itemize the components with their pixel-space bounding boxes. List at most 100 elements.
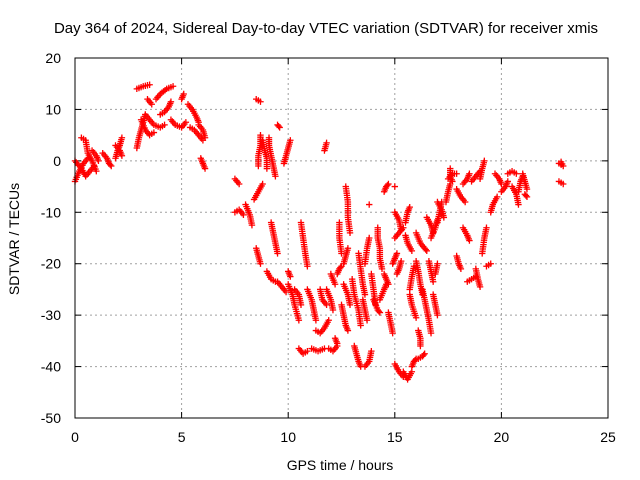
data-point [385, 281, 392, 288]
x-tick-label: 20 [494, 429, 510, 445]
data-point [337, 264, 344, 271]
data-point [272, 173, 279, 180]
data-point [366, 201, 373, 208]
x-tick-label: 5 [178, 429, 186, 445]
data-point [148, 101, 155, 108]
tick-labels: 0 5 10 15 20 25 -50 -40 -30 -20 -10 0 10 20 [41, 50, 616, 445]
data-point [169, 83, 177, 90]
data-point [476, 283, 484, 291]
data-point [391, 183, 398, 190]
data-point [276, 124, 283, 131]
data-point [423, 247, 430, 255]
data-point [331, 281, 339, 288]
data-point [287, 273, 294, 280]
data-point [487, 260, 494, 267]
data-point [393, 250, 401, 257]
data-point [95, 157, 102, 165]
data-point [334, 340, 341, 347]
data-point [282, 288, 290, 296]
data-point [368, 347, 375, 355]
data-point [461, 198, 469, 206]
data-point [449, 178, 456, 185]
data-point [400, 224, 407, 231]
data-point [312, 317, 320, 324]
data-point [235, 180, 243, 188]
data-point [429, 278, 437, 285]
data-point [522, 192, 530, 199]
data-point [408, 247, 416, 255]
data-point [440, 214, 448, 221]
data-point [108, 162, 115, 170]
data-point [483, 224, 490, 231]
data-point [150, 129, 158, 136]
data-point [257, 260, 264, 267]
data-point [420, 351, 427, 359]
data-point [389, 329, 396, 337]
data-point [493, 193, 501, 201]
data-point [93, 167, 100, 175]
x-tick-label: 10 [280, 429, 296, 445]
data-point [201, 134, 209, 141]
x-axis-label: GPS time / hours [287, 457, 394, 473]
data-point [182, 119, 190, 126]
data-point [118, 134, 126, 141]
data-point [453, 170, 460, 177]
data-point [523, 185, 531, 193]
data-point [297, 301, 305, 309]
data-point [481, 157, 488, 165]
x-tick-label: 25 [600, 429, 616, 445]
data-point [513, 170, 520, 177]
data-point [422, 246, 429, 253]
data-point [498, 180, 505, 188]
y-axis-label: SDTVAR / TECUs [6, 183, 22, 295]
data-point [363, 317, 371, 324]
data-point [295, 317, 303, 324]
data-points [71, 81, 567, 383]
data-point [385, 180, 392, 188]
data-point [161, 121, 168, 129]
data-point [304, 347, 311, 355]
data-point [376, 309, 384, 316]
data-point [427, 329, 435, 337]
y-tick-label: 10 [45, 101, 61, 117]
data-point [557, 158, 565, 166]
y-tick-label: 0 [53, 153, 61, 169]
data-point [523, 193, 531, 201]
data-point [323, 139, 330, 147]
plot-frame [74, 57, 609, 419]
y-tick-label: -40 [41, 359, 61, 375]
data-point [366, 234, 373, 242]
data-point [274, 250, 281, 257]
data-point [240, 211, 247, 219]
data-point [344, 327, 352, 334]
data-point [257, 131, 264, 139]
data-point [434, 260, 441, 267]
data-point [421, 350, 428, 357]
y-tick-label: -50 [41, 410, 61, 426]
data-point [167, 98, 175, 105]
data-point [201, 165, 209, 172]
data-point [259, 180, 266, 188]
data-point [344, 245, 352, 252]
y-tick-label: 20 [45, 50, 61, 66]
data-point [146, 81, 153, 88]
data-point [287, 137, 294, 144]
data-point [412, 314, 420, 321]
data-point [325, 317, 332, 324]
y-tick-label: -30 [41, 307, 61, 323]
data-point [515, 201, 522, 208]
data-point [411, 356, 419, 364]
data-point [434, 311, 441, 319]
data-point [180, 90, 187, 98]
data-point [378, 265, 386, 273]
data-point [329, 306, 337, 314]
chart-title: Day 364 of 2024, Sidereal Day-to-day VTE… [54, 20, 598, 37]
data-point [257, 98, 264, 105]
data-point [417, 342, 424, 350]
data-point [504, 178, 511, 185]
data-point [466, 170, 473, 177]
x-tick-label: 0 [71, 429, 79, 445]
data-point [466, 237, 473, 244]
data-point [106, 161, 114, 168]
